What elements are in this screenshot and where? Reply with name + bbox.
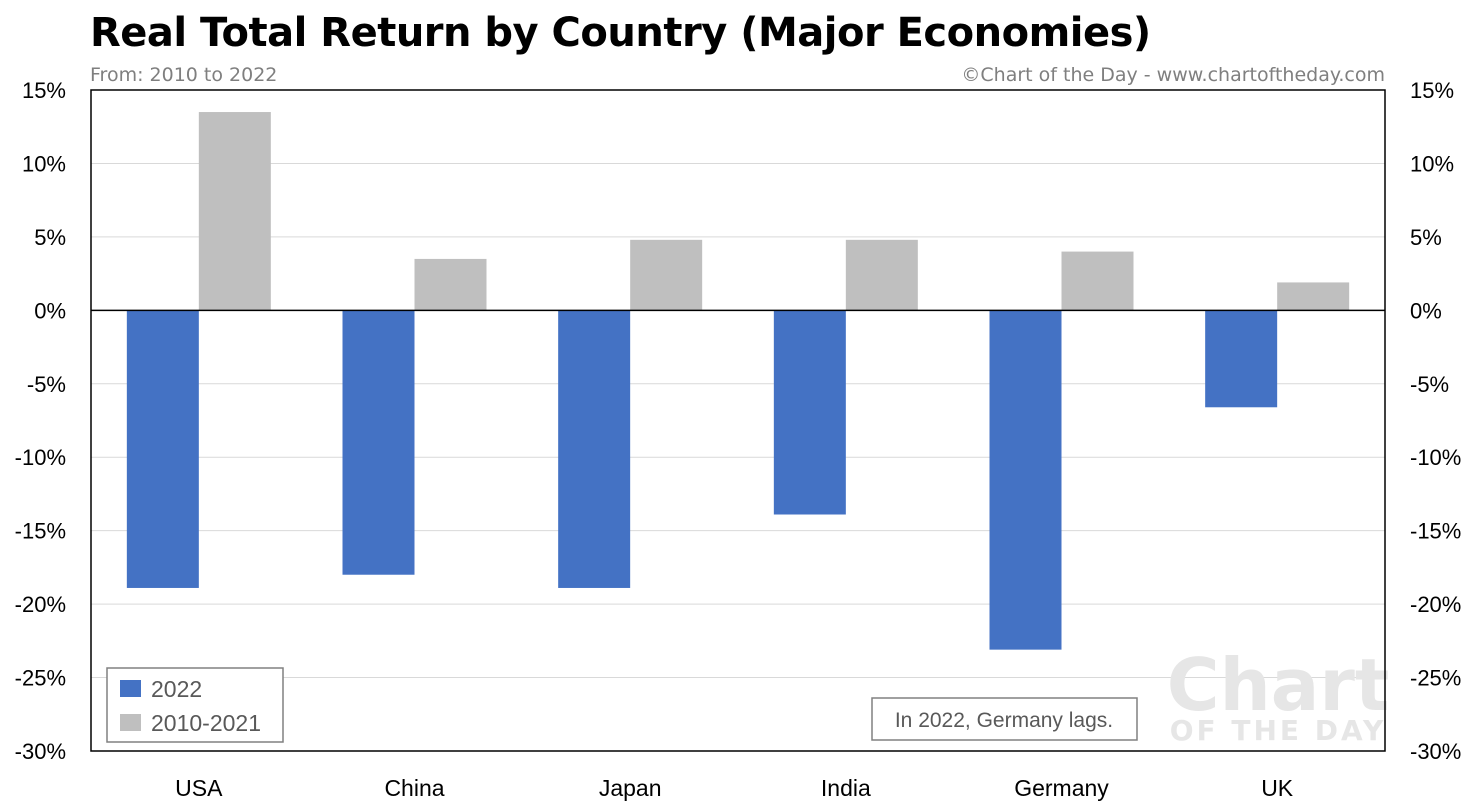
bar-usa-2022 bbox=[126, 310, 199, 588]
legend-label-2022: 2022 bbox=[151, 676, 202, 702]
y-tick-label-right: 5% bbox=[1410, 225, 1442, 250]
bar-japan-2022 bbox=[558, 310, 631, 588]
y-tick-label-right: -30% bbox=[1410, 739, 1461, 764]
bar-germany-2010-2021 bbox=[1061, 251, 1134, 311]
x-tick-label-india: India bbox=[821, 775, 871, 801]
chart-title: Real Total Return by Country (Major Econ… bbox=[90, 10, 1151, 56]
y-tick-label-left: -10% bbox=[15, 445, 66, 470]
annotation-box bbox=[871, 697, 1138, 741]
y-axis-right: 15% 10% 5% 0% -5% -10% -15% -20% -25% -30% bbox=[1410, 78, 1461, 764]
y-tick-label-left: -5% bbox=[27, 372, 66, 397]
x-tick-label-usa: USA bbox=[175, 775, 223, 801]
y-tick-label-left: -25% bbox=[15, 666, 66, 691]
annotation-text: In 2022, Germany lags. bbox=[895, 709, 1113, 732]
x-tick-label-japan: Japan bbox=[599, 775, 662, 801]
y-tick-label-left: 10% bbox=[22, 151, 66, 176]
chart-credit: ©Chart of the Day - www.chartoftheday.co… bbox=[961, 64, 1385, 86]
watermark-line1: Chart bbox=[1167, 643, 1390, 727]
bar-india-2022 bbox=[773, 310, 846, 515]
plot-area-border bbox=[90, 89, 1386, 752]
bar-germany-2022 bbox=[989, 310, 1062, 650]
legend-label-2010-2021: 2010-2021 bbox=[151, 710, 261, 736]
y-tick-label-right: -10% bbox=[1410, 445, 1461, 470]
y-tick-label-right: 0% bbox=[1410, 298, 1442, 323]
y-tick-label-right: -5% bbox=[1410, 372, 1449, 397]
bar-uk-2022 bbox=[1205, 310, 1278, 408]
bar-japan-2010-2021 bbox=[630, 239, 703, 311]
y-axis-left: 15% 10% 5% 0% -5% -10% -15% -20% -25% -30% bbox=[15, 78, 66, 764]
annotation: In 2022, Germany lags. bbox=[871, 697, 1138, 741]
y-tick-label-left: 15% bbox=[22, 78, 66, 103]
bar-usa-2010-2021 bbox=[198, 112, 271, 311]
bar-uk-2010-2021 bbox=[1277, 282, 1350, 311]
y-tick-label-right: -20% bbox=[1410, 592, 1461, 617]
y-tick-label-right: 15% bbox=[1410, 78, 1454, 103]
y-tick-label-left: 0% bbox=[34, 298, 66, 323]
y-tick-label-right: 10% bbox=[1410, 151, 1454, 176]
x-axis-labels: USA China Japan India Germany UK bbox=[175, 775, 1294, 801]
bar-china-2022 bbox=[342, 310, 415, 575]
watermark-logo: Chart OF THE DAY bbox=[1167, 643, 1390, 747]
y-tick-label-left: 5% bbox=[34, 225, 66, 250]
x-tick-label-uk: UK bbox=[1261, 775, 1294, 801]
bar-india-2010-2021 bbox=[845, 239, 918, 311]
y-tick-label-left: -15% bbox=[15, 519, 66, 544]
legend-swatch-2022 bbox=[120, 680, 141, 697]
x-tick-label-germany: Germany bbox=[1014, 775, 1109, 801]
watermark-line2: OF THE DAY bbox=[1170, 714, 1387, 747]
legend: 2022 2010-2021 bbox=[106, 667, 284, 743]
y-tick-label-right: -25% bbox=[1410, 666, 1461, 691]
bars bbox=[126, 112, 1350, 650]
y-tick-label-right: -15% bbox=[1410, 519, 1461, 544]
y-tick-label-left: -30% bbox=[15, 739, 66, 764]
legend-swatch-2010-2021 bbox=[120, 714, 141, 731]
gridlines bbox=[91, 162, 1385, 679]
bar-china-2010-2021 bbox=[414, 258, 487, 311]
x-tick-label-china: China bbox=[384, 775, 444, 801]
chart-subtitle: From: 2010 to 2022 bbox=[90, 64, 278, 86]
y-tick-label-left: -20% bbox=[15, 592, 66, 617]
